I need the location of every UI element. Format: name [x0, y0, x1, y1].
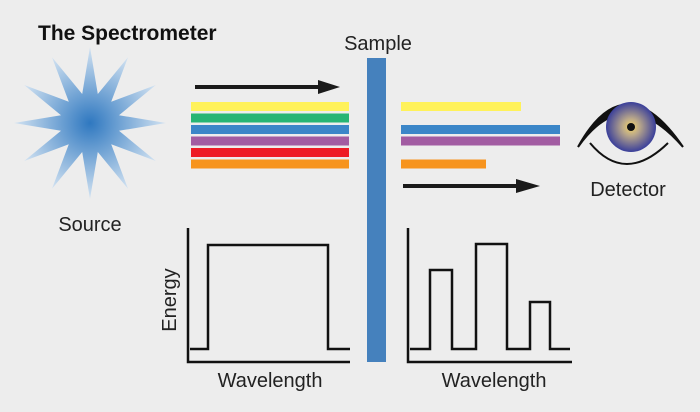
transmitted-spectrum-line [410, 242, 570, 351]
incident-band [191, 148, 349, 157]
eye-detector-icon [577, 102, 684, 165]
incident-band [191, 113, 349, 123]
wavelength-axis-label-left: Wavelength [218, 370, 323, 392]
transmitted-graph-axes [406, 228, 572, 364]
transmitted-spectrum-graph: Wavelength [406, 228, 572, 392]
incident-band [191, 102, 349, 111]
incident-band [191, 136, 349, 146]
transmitted-band [401, 159, 486, 169]
arrow-right-icon [403, 179, 540, 193]
diagram-title: The Spectrometer [38, 22, 217, 45]
star-source-icon [14, 47, 166, 199]
incident-band [191, 125, 349, 134]
energy-axis-label: Energy [159, 268, 181, 331]
transmitted-band [401, 136, 560, 146]
source-spectrum-graph: Energy Wavelength [159, 228, 350, 392]
detector-label: Detector [590, 179, 666, 201]
incident-band [191, 159, 349, 169]
source-label: Source [58, 214, 121, 236]
sample-slab [367, 58, 386, 362]
transmitted-band [401, 125, 560, 134]
transmitted-band [401, 102, 521, 111]
transmitted-light-bands [401, 102, 560, 169]
sample-label: Sample [344, 33, 412, 55]
arrow-right-icon [195, 80, 340, 94]
source-graph-axes [186, 228, 350, 364]
wavelength-axis-label-right: Wavelength [442, 370, 547, 392]
source-spectrum-line [190, 243, 350, 351]
incident-light-bands [191, 102, 349, 169]
